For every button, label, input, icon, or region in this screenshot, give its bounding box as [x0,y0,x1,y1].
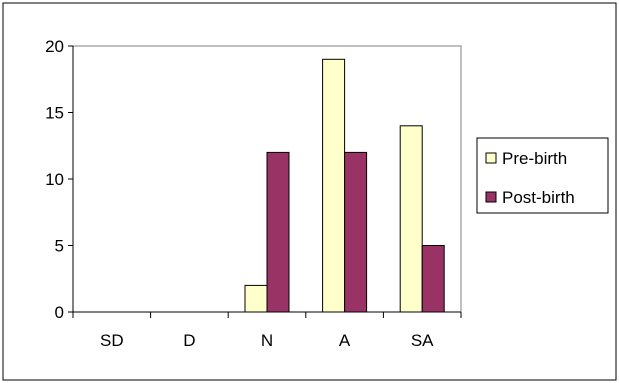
y-tick-label: 10 [45,170,64,189]
bar-post-birth-sa [421,245,445,313]
bar-post-birth-n [266,151,290,313]
legend-label-post-birth: Post-birth [502,188,575,207]
bar-post-birth-a [344,151,368,313]
y-tick-label: 20 [45,37,64,56]
x-tick-label: SD [100,331,124,350]
y-tick-label: 5 [55,237,64,256]
bar-pre-birth-a [322,58,346,313]
y-axis: 0 5 10 15 20 [45,37,74,322]
legend-swatch-post-birth [485,191,497,203]
x-tick-label: SA [411,331,434,350]
x-axis: SD D N A SA [72,311,462,350]
bar-pre-birth-n [244,284,268,313]
bar-pre-birth-sa [399,125,423,313]
x-tick-label: D [183,331,195,350]
y-tick-label: 15 [45,104,64,123]
y-tick-label: 0 [55,303,64,322]
legend: Pre-birth Post-birth [476,137,609,214]
legend-label-pre-birth: Pre-birth [502,149,567,168]
bars [244,58,445,313]
legend-box [476,137,609,214]
x-tick-label: A [339,331,351,350]
legend-swatch-pre-birth [485,152,497,164]
x-tick-label: N [261,331,273,350]
